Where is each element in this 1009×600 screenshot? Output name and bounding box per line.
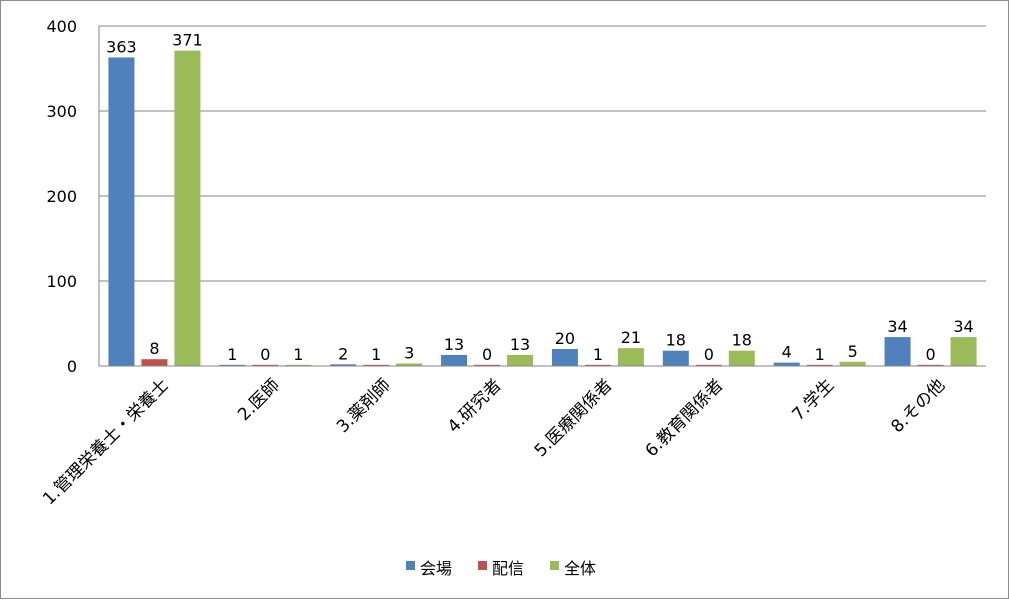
- bar: [884, 337, 911, 366]
- bar: [551, 349, 578, 366]
- data-label: 1: [293, 345, 303, 364]
- data-label: 21: [621, 328, 641, 347]
- data-label: 0: [925, 345, 935, 364]
- bar: [950, 337, 977, 366]
- data-label: 13: [444, 335, 464, 354]
- bar: [396, 363, 423, 366]
- data-label: 1: [593, 345, 603, 364]
- data-label: 0: [260, 345, 270, 364]
- bar: [695, 364, 722, 366]
- data-label: 1: [227, 345, 237, 364]
- bar: [141, 359, 168, 366]
- x-tick-label: 1.管理栄養士・栄養士: [39, 375, 173, 509]
- legend-swatch: [550, 561, 559, 570]
- bar: [285, 364, 312, 366]
- y-axis: 0 100 200 300 400: [46, 17, 100, 376]
- legend-label: 全体: [564, 559, 596, 578]
- data-label: 18: [666, 331, 686, 350]
- legend-label: 配信: [492, 559, 524, 578]
- bar: [330, 364, 357, 366]
- bar: [662, 350, 689, 366]
- bar: [108, 57, 135, 366]
- bar: [441, 354, 468, 366]
- y-tick-label: 400: [46, 17, 77, 36]
- bar: [839, 361, 866, 366]
- data-label: 2: [338, 344, 348, 363]
- y-tick-label: 200: [46, 187, 77, 206]
- data-label: 8: [149, 339, 159, 358]
- legend-swatch: [406, 561, 415, 570]
- bar: [728, 350, 755, 366]
- x-tick-label: 8.その他: [887, 375, 949, 437]
- bar: [617, 348, 644, 366]
- x-tick-label: 2.医師: [234, 375, 284, 425]
- x-tick-label: 7.学生: [789, 375, 839, 425]
- data-label: 4: [782, 343, 792, 362]
- bar: [584, 364, 611, 366]
- x-tick-label: 3.薬剤師: [333, 375, 395, 437]
- data-label: 371: [172, 31, 203, 50]
- bar: [252, 364, 279, 366]
- data-label: 34: [953, 317, 973, 336]
- legend-swatch: [478, 561, 487, 570]
- bar: [474, 364, 501, 366]
- bar: [773, 362, 800, 366]
- x-tick-label: 4.研究者: [444, 375, 506, 437]
- data-label: 1: [815, 345, 825, 364]
- data-label: 363: [106, 37, 137, 56]
- bar: [174, 50, 201, 367]
- bar: [917, 364, 944, 366]
- data-label: 0: [482, 345, 492, 364]
- bar: [219, 364, 246, 366]
- gridlines: [99, 25, 986, 367]
- data-label: 20: [555, 329, 575, 348]
- data-label: 13: [510, 335, 530, 354]
- legend: 会場 配信 全体: [406, 559, 596, 578]
- data-label: 5: [848, 342, 858, 361]
- x-tick-label: 6.教育関係者: [642, 375, 728, 461]
- y-tick-label: 0: [67, 357, 77, 376]
- data-label: 0: [704, 345, 714, 364]
- data-label: 1: [371, 345, 381, 364]
- bars: [108, 50, 977, 367]
- bar: [507, 354, 534, 366]
- data-label: 3: [404, 343, 414, 362]
- x-axis: 1.管理栄養士・栄養士 2.医師 3.薬剤師 4.研究者 5.医療関係者 6.教育関係者 7…: [39, 365, 986, 509]
- data-label: 34: [887, 317, 907, 336]
- legend-label: 会場: [420, 559, 452, 578]
- x-tick-label: 5.医療関係者: [531, 375, 617, 461]
- y-tick-label: 100: [46, 272, 77, 291]
- bar: [363, 364, 390, 366]
- y-tick-label: 300: [46, 102, 77, 121]
- data-label: 18: [732, 331, 752, 350]
- bar: [806, 364, 833, 366]
